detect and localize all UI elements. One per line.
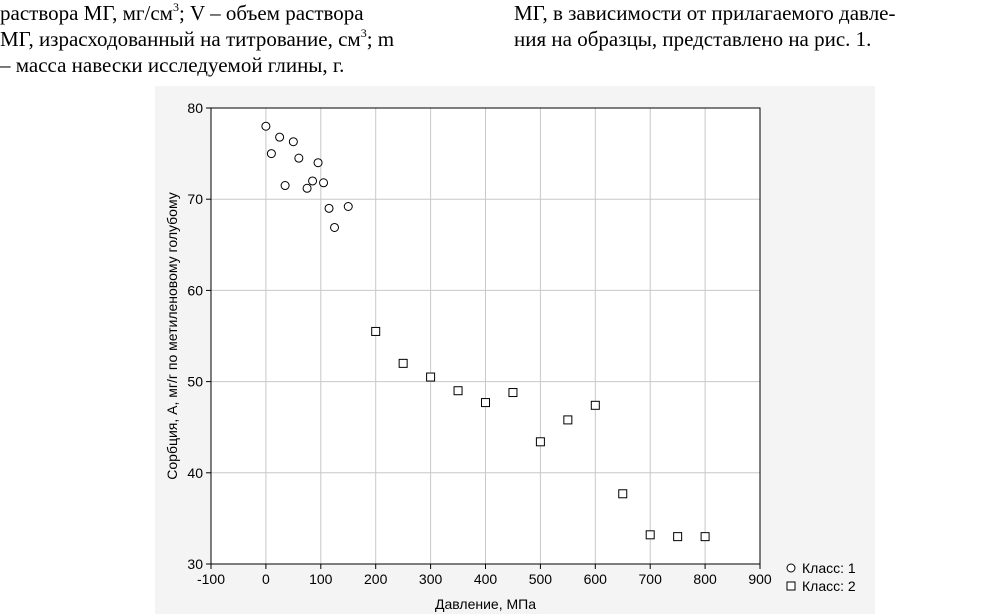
right-line-2: ния на образцы, представлено на рис. 1. [514, 27, 872, 51]
x-tick-label: 400 [474, 571, 498, 587]
data-point-square [398, 358, 408, 368]
x-tick-label: 700 [639, 571, 663, 587]
data-point-circle [308, 176, 318, 186]
x-tick-label: 500 [529, 571, 553, 587]
axis-ticks: -100 0 100 200 300 400 500 600 700 800 900 30 40 50 60… [187, 100, 771, 587]
data-point-circle [313, 158, 323, 168]
data-point-square [590, 400, 600, 410]
legend-marker-square [786, 581, 796, 591]
x-tick-label: 100 [309, 571, 333, 587]
data-point-circle [275, 132, 285, 142]
data-point-circle [330, 222, 340, 232]
x-axis-title: Давление, МПа [435, 596, 536, 612]
data-point-circle [319, 178, 329, 188]
data-point-square [426, 372, 436, 382]
data-point-circle [294, 153, 304, 163]
x-tick-label: 0 [262, 571, 270, 587]
data-point-square [673, 532, 683, 542]
data-point-square [645, 530, 655, 540]
legend-label: Класс: 1 [802, 560, 856, 576]
left-line-3: – масса навески исследуемой глины, г. [0, 53, 345, 77]
data-point-square [371, 326, 381, 336]
legend-label: Класс: 2 [802, 578, 856, 594]
left-line-2: МГ, израсходованный на титрование, см3; … [0, 26, 395, 51]
y-tick-label: 30 [187, 556, 203, 572]
x-tick-label: 900 [748, 571, 772, 587]
x-tick-label: 300 [419, 571, 443, 587]
legend: Класс: 1 Класс: 2 [786, 560, 856, 594]
y-tick-label: 50 [187, 374, 203, 390]
data-point-square [618, 489, 628, 499]
x-tick-label: 800 [693, 571, 717, 587]
figure-scatter-chart: -100 0 100 200 300 400 500 600 700 800 900 30 40 50 60… [155, 86, 875, 614]
data-point-circle [324, 203, 334, 213]
data-point-circle [266, 149, 276, 159]
chart-svg: -100 0 100 200 300 400 500 600 700 800 900 30 40 50 60… [155, 86, 875, 614]
x-tick-label: -100 [197, 571, 225, 587]
data-point-square [453, 386, 463, 396]
x-tick-label: 600 [584, 571, 608, 587]
left-text-column: раствора МГ, мг/см3; V – объем раствора … [0, 0, 492, 78]
y-axis-title: Сорбция, А, мг/г по метиленовому голубом… [164, 192, 180, 479]
data-point-circle [288, 137, 298, 147]
y-tick-label: 40 [187, 465, 203, 481]
right-line-1: МГ, в зависимости от прилагаемого давле- [514, 1, 896, 25]
data-points [261, 121, 710, 542]
data-point-square [481, 398, 490, 408]
data-point-circle [261, 121, 271, 131]
data-point-square [508, 388, 518, 398]
data-point-square [535, 437, 545, 447]
data-point-circle [343, 201, 353, 211]
legend-marker-circle [786, 563, 796, 573]
left-line-1-start: раствора МГ, мг/см3; V – объем раствора [0, 0, 364, 25]
data-point-circle [302, 183, 312, 193]
data-point-circle [280, 181, 290, 191]
x-tick-label: 200 [364, 571, 388, 587]
left-line-1: раствора МГ, мг/см3; V – объем раствора [0, 0, 492, 26]
right-text-column: МГ, в зависимости от прилагаемого давле-… [514, 0, 1004, 52]
data-point-square [563, 415, 573, 425]
y-tick-label: 70 [187, 191, 203, 207]
y-tick-label: 80 [187, 100, 203, 116]
y-tick-label: 60 [187, 282, 203, 298]
data-point-square [700, 532, 710, 542]
